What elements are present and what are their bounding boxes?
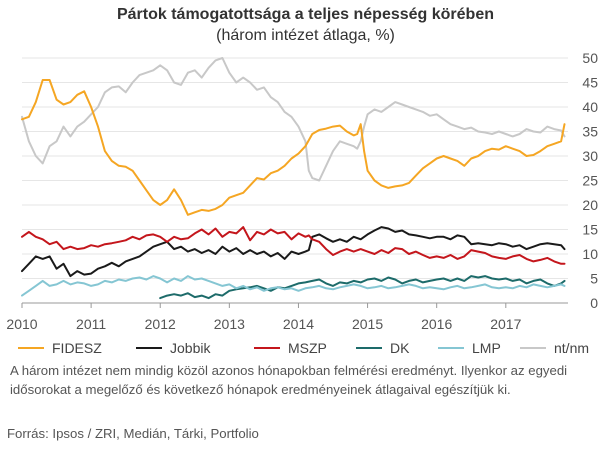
y-tick-label: 50 <box>582 50 598 66</box>
legend-label: Jobbik <box>170 340 211 356</box>
x-tick-label: 2017 <box>490 316 521 332</box>
series-line-lmp <box>21 275 566 297</box>
y-axis-ticks: 0 5 10 15 20 25 30 35 40 45 50 <box>582 50 598 311</box>
legend-swatch <box>438 347 464 349</box>
y-tick-label: 10 <box>582 246 598 262</box>
legend-item-nt-nm: nt/nm <box>520 338 589 358</box>
x-tick-label: 2014 <box>283 316 314 332</box>
series-lines <box>21 57 566 300</box>
source-text: Forrás: Ipsos / ZRI, Medián, Tárki, Port… <box>7 426 259 441</box>
x-tick-label: 2012 <box>145 316 176 332</box>
legend-item-mszp: MSZP <box>254 338 327 358</box>
y-tick-label: 35 <box>582 124 598 140</box>
legend-label: FIDESZ <box>52 340 102 356</box>
x-tick-label: 2016 <box>421 316 452 332</box>
x-tick-label: 2011 <box>76 316 106 332</box>
legend-label: nt/nm <box>554 340 590 356</box>
legend-item-fidesz: FIDESZ <box>18 338 102 358</box>
x-tick-label: 2013 <box>214 316 245 332</box>
y-tick-label: 45 <box>582 75 598 91</box>
legend-swatch <box>356 347 382 349</box>
y-tick-label: 25 <box>582 173 598 189</box>
legend-label: LMP <box>472 340 501 356</box>
legend-label: MSZP <box>288 340 327 356</box>
series-line-mszp <box>21 226 566 265</box>
series-line-nt-nm <box>21 57 566 182</box>
y-tick-label: 15 <box>582 222 598 238</box>
x-axis-ticks: 2010 2011 2012 2013 2014 2015 2016 2017 <box>6 303 522 332</box>
legend-label: DK <box>390 340 410 356</box>
legend-swatch <box>136 347 162 349</box>
x-tick-label: 2015 <box>352 316 383 332</box>
legend-swatch <box>520 347 546 349</box>
series-line-fidesz <box>21 79 566 216</box>
y-tick-label: 0 <box>590 295 598 311</box>
legend-item-jobbik: Jobbik <box>136 338 210 358</box>
y-tick-label: 30 <box>582 148 598 164</box>
legend-item-lmp: LMP <box>438 338 501 358</box>
y-tick-label: 40 <box>582 99 598 115</box>
y-tick-label: 5 <box>590 271 598 287</box>
chart-subtitle: (három intézet átlaga, %) <box>216 27 395 44</box>
legend-item-dk: DK <box>356 338 409 358</box>
y-tick-label: 20 <box>582 197 598 213</box>
legend: FIDESZ Jobbik MSZP DK LMP nt/nm <box>18 338 608 358</box>
x-tick-label: 2010 <box>6 316 37 332</box>
legend-swatch <box>254 347 280 349</box>
series-line-dk <box>159 275 566 300</box>
legend-swatch <box>18 347 44 349</box>
chart-title: Pártok támogatottsága a teljes népesség … <box>116 6 494 23</box>
series-line-jobbik <box>21 226 566 278</box>
footnote: A három intézet nem mindig közöl azonos … <box>10 363 568 397</box>
